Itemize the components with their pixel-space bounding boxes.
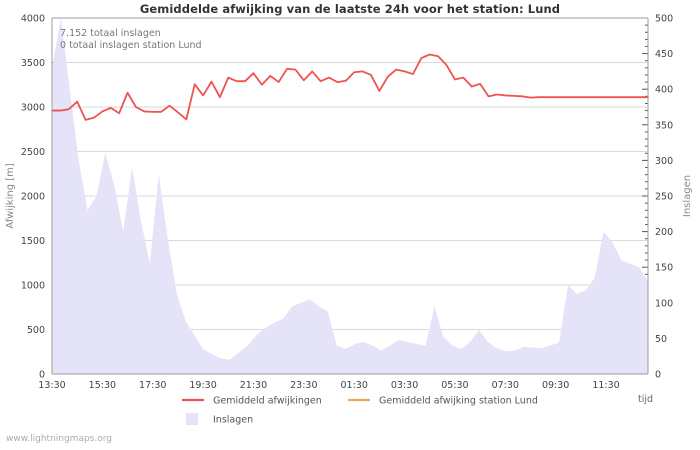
x-axis-tick-label: 11:30 [592,380,619,391]
x-axis-tick-label: 23:30 [290,380,317,391]
y-axis-tick-label: 3500 [21,58,45,69]
x-axis-tick-label: 03:30 [391,380,418,391]
x-axis-tick-label: 15:30 [89,380,116,391]
y-axis-tick-label: 0 [39,370,45,381]
y-axis-tick-label: 1000 [21,281,45,292]
y-axis-tick-label: 2000 [21,192,45,203]
x-axis-tick-label: 13:30 [38,380,65,391]
y-axis-tick-label: 500 [27,325,45,336]
strikes-area-series [52,18,648,374]
footer-attribution: www.lightningmaps.org [6,434,112,444]
x-axis-tick-label: 01:30 [341,380,368,391]
y-axis-title: Afwijking [m] [5,163,16,229]
deviation-line-series [51,53,649,121]
x-axis-tick-label: 09:30 [542,380,569,391]
y2-axis-tick-label: 0 [655,370,661,381]
y2-axis-tick-label: 400 [655,85,673,96]
y2-axis-tick-label: 100 [655,298,673,309]
annotation-total-strikes: 7.152 totaal inslagen [60,28,161,39]
y2-axis-tick-label: 200 [655,227,673,238]
y-axis-tick-label: 2500 [21,147,45,158]
legend-item-label: Inslagen [213,415,253,426]
y2-axis-tick-label: 250 [655,192,673,203]
x-axis-tick-label: 17:30 [139,380,166,391]
y2-axis-tick-label: 50 [655,334,667,345]
y2-axis-tick-label: 350 [655,120,673,131]
x-axis-tick-label: 05:30 [441,380,468,391]
y2-axis-title: Inslagen [682,175,693,217]
page-title: Gemiddelde afwijking van de laatste 24h … [139,2,561,16]
legend-item-label: Gemiddeld afwijkingen [213,396,322,407]
y2-axis-tick-label: 450 [655,49,673,60]
x-axis-tick-label: 19:30 [189,380,216,391]
x-axis-tick-label: 07:30 [492,380,519,391]
legend-swatch-marker [186,413,198,425]
y-axis-tick-label: 3000 [21,103,45,114]
y2-axis-tick-label: 300 [655,156,673,167]
legend-item-label: Gemiddeld afwijking station Lund [379,396,538,407]
y2-axis-tick-label: 500 [655,14,673,25]
y-axis-tick-label: 4000 [21,14,45,25]
x-axis-tick-label: 21:30 [240,380,267,391]
y-axis-tick-label: 1500 [21,236,45,247]
annotation-station-strikes: 0 totaal inslagen station Lund [60,40,202,51]
y2-axis-tick-label: 150 [655,263,673,274]
x-axis-title: tijd [638,394,653,405]
